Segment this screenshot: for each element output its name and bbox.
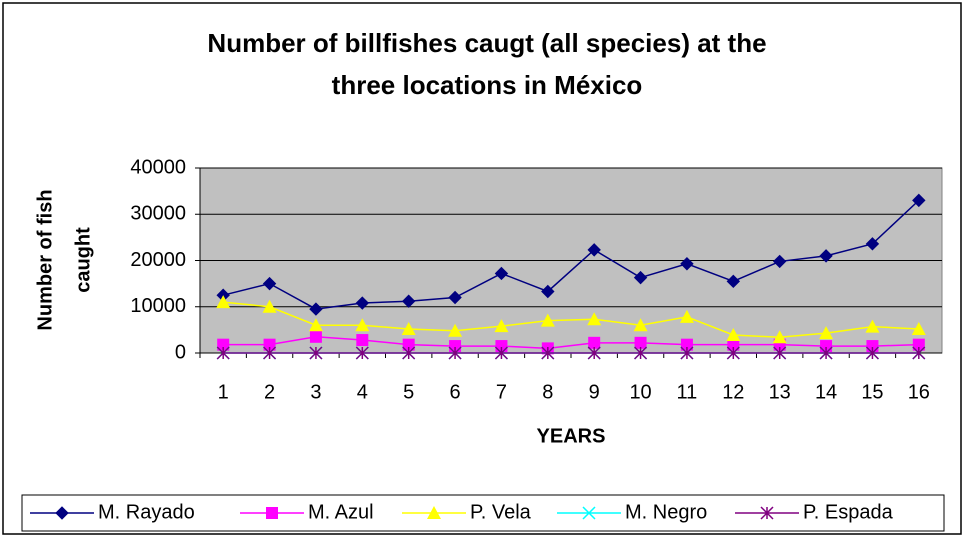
marker (355, 296, 370, 310)
legend-label: M. Azul (308, 501, 374, 523)
series-line (223, 336, 919, 350)
marker (633, 270, 648, 285)
x-tick-label: 7 (496, 381, 507, 403)
marker (772, 330, 787, 344)
marker (309, 346, 323, 360)
marker (865, 237, 880, 251)
marker (308, 318, 323, 332)
marker (819, 249, 833, 263)
marker (217, 338, 230, 351)
legend-label: M. Negro (625, 501, 707, 523)
x-tick-label: 1 (218, 381, 229, 403)
marker (726, 274, 741, 289)
x-tick-label: 14 (815, 381, 837, 403)
marker (309, 302, 323, 316)
marker (266, 507, 278, 519)
marker (726, 327, 741, 341)
legend-label: P. Vela (470, 501, 532, 523)
marker (402, 346, 416, 360)
x-tick-label: 8 (542, 381, 553, 403)
x-tick-label: 15 (861, 381, 883, 403)
marker (587, 346, 601, 360)
marker (262, 299, 277, 313)
marker (911, 321, 926, 335)
x-axis-label: YEARS (537, 425, 606, 447)
marker (427, 506, 441, 519)
marker (587, 312, 602, 326)
x-tick-label: 2 (264, 381, 275, 403)
marker (633, 318, 648, 332)
marker (402, 338, 415, 351)
marker (680, 257, 694, 271)
marker (401, 321, 416, 335)
marker (263, 338, 276, 351)
y-tick-label: 0 (175, 341, 186, 363)
marker (541, 284, 555, 299)
marker (912, 193, 926, 208)
marker (727, 338, 740, 351)
chart-title: three locations in México (332, 70, 643, 100)
x-tick-label: 3 (310, 381, 321, 403)
marker (819, 346, 833, 360)
marker (912, 338, 925, 351)
series-line (223, 199, 920, 310)
marker (263, 346, 277, 360)
marker (760, 506, 774, 520)
series-line (223, 301, 919, 339)
marker (355, 318, 370, 332)
y-tick-label: 20000 (130, 249, 186, 271)
marker (634, 336, 647, 349)
marker (679, 309, 694, 323)
x-tick-label: 5 (403, 381, 414, 403)
legend-label: P. Espada (803, 501, 894, 523)
y-tick-label: 30000 (130, 203, 186, 225)
x-tick-label: 13 (769, 381, 791, 403)
marker (216, 295, 231, 309)
x-tick-label: 6 (450, 381, 461, 403)
x-tick-label: 4 (357, 381, 368, 403)
marker (448, 346, 462, 360)
x-tick-label: 12 (722, 381, 744, 403)
marker (262, 276, 277, 291)
marker (772, 254, 787, 269)
x-tick-label: 16 (908, 381, 930, 403)
marker (216, 346, 230, 360)
marker (773, 346, 787, 360)
marker (448, 290, 462, 305)
y-axis-label: caught (72, 227, 94, 293)
chart-title: Number of billfishes caugt (all species)… (207, 28, 766, 58)
legend-label: M. Rayado (98, 501, 195, 523)
marker (356, 334, 369, 347)
marker (819, 326, 834, 340)
x-tick-label: 10 (629, 381, 651, 403)
marker (912, 346, 926, 360)
marker (541, 346, 555, 360)
marker (401, 294, 416, 308)
marker (494, 266, 509, 281)
y-tick-label: 10000 (130, 295, 186, 317)
marker (55, 506, 69, 520)
marker (680, 338, 693, 351)
marker (582, 506, 596, 520)
marker (309, 330, 322, 343)
marker (680, 346, 694, 360)
y-tick-label: 40000 (130, 156, 186, 178)
y-axis-label: Number of fish (34, 189, 56, 330)
marker (726, 346, 740, 360)
marker (448, 323, 463, 337)
marker (865, 319, 880, 333)
marker (588, 336, 601, 349)
marker (865, 346, 879, 360)
x-tick-label: 9 (589, 381, 600, 403)
marker (355, 346, 369, 360)
marker (634, 346, 648, 360)
marker (494, 319, 509, 333)
x-tick-label: 11 (677, 381, 698, 403)
marker (587, 243, 601, 257)
marker (494, 346, 508, 360)
marker (540, 313, 555, 327)
